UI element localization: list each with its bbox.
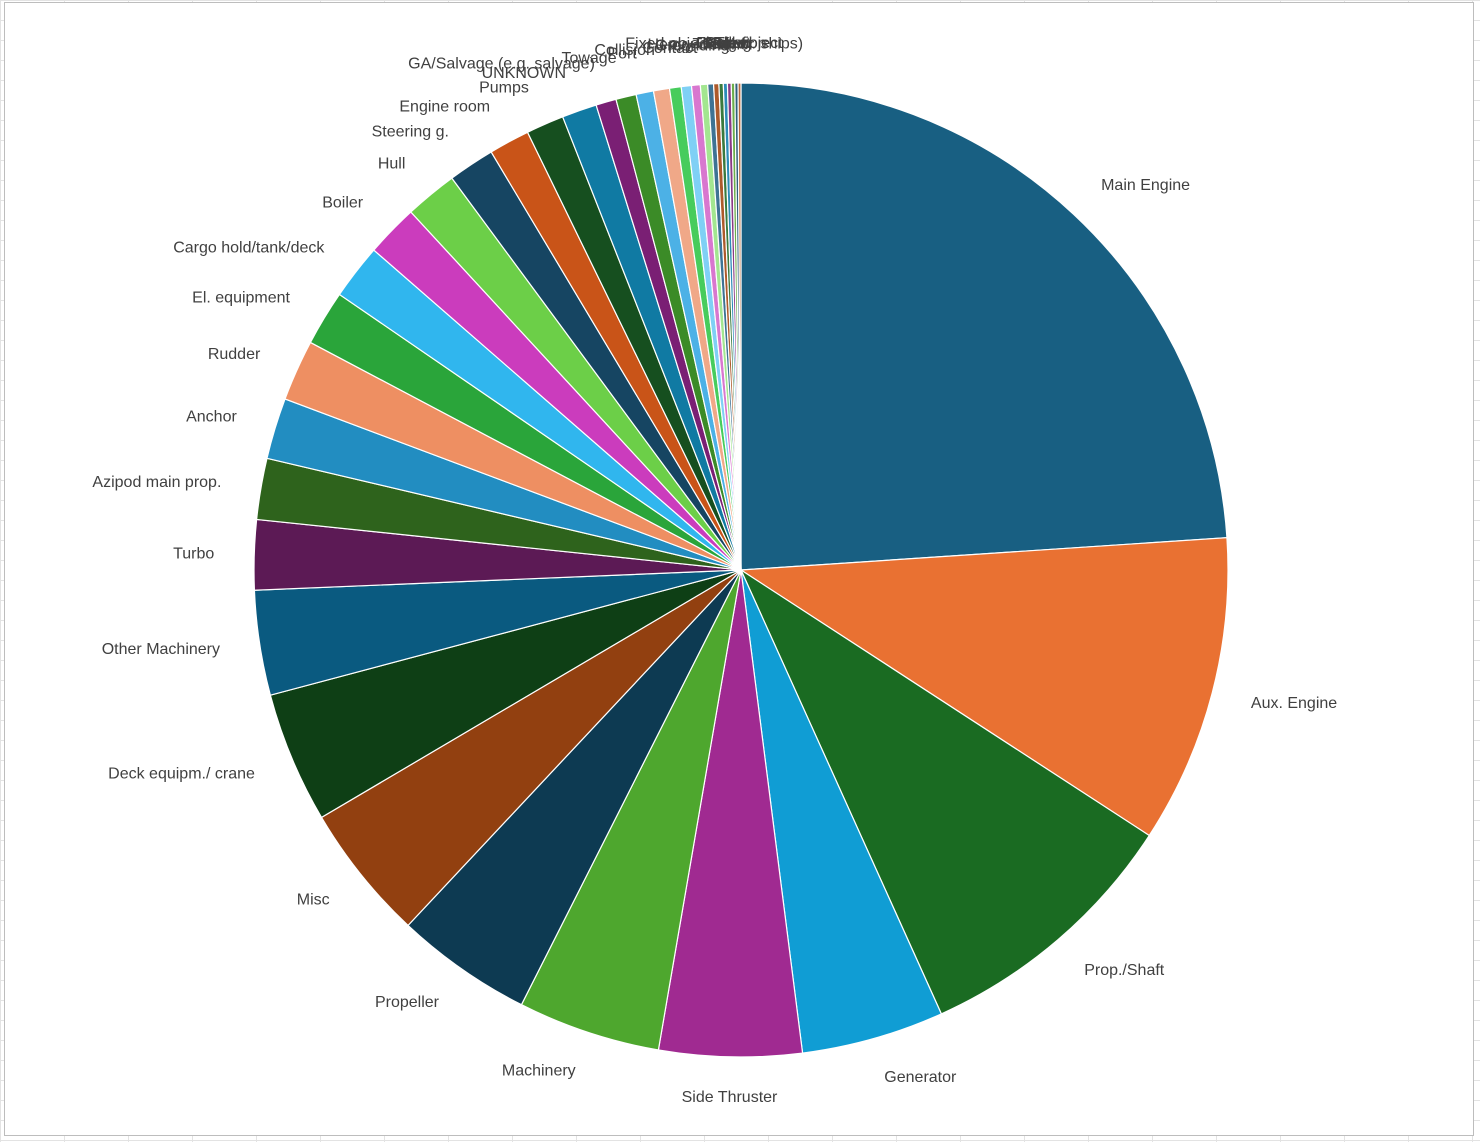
slice-label-37: Fixed object [696, 35, 783, 52]
slice-label-34: Crew [710, 35, 748, 52]
slice-label-36: Pollution [705, 35, 766, 52]
slice-label-25: Collision [594, 42, 654, 59]
slice-label-33: Cargo [702, 35, 746, 52]
slice-label-8: Deck equipm./ crane [108, 766, 255, 783]
slice-label-30: TPP [693, 36, 724, 53]
slice-label-16: Boiler [322, 195, 364, 212]
slice-label-14: El. equipment [192, 289, 290, 306]
slice-label-13: Rudder [208, 346, 261, 363]
slice-label-19: Engine room [399, 99, 490, 116]
chart-area[interactable]: Main Engine Aux. Engine Prop./Shaft Generat… [4, 2, 1474, 1136]
pie-slice-37[interactable] [737, 82, 742, 571]
slice-label-17: Hull [378, 156, 406, 173]
slice-label-22: GA/Salvage (e.g. salvage) [408, 56, 595, 73]
pie-chart[interactable]: Main Engine Aux. Engine Prop./Shaft Generat… [5, 3, 1475, 1137]
slice-label-35: Theft [714, 35, 751, 52]
pie-slice-0[interactable] [740, 82, 1228, 571]
slice-label-26: Contact [642, 40, 698, 57]
slice-label-2: Prop./Shaft [1084, 962, 1165, 979]
slice-label-7: Misc [297, 892, 330, 909]
pie-slice-1[interactable] [739, 537, 1229, 837]
slice-label-31: Fixed objects (e.g. ships) [625, 36, 803, 53]
slice-label-0: Main Engine [1101, 177, 1190, 194]
slice-label-23: Towage [561, 50, 616, 67]
slice-label-32: Oil [710, 35, 730, 52]
slice-label-5: Machinery [502, 1062, 576, 1079]
slice-label-4: Side Thruster [682, 1089, 778, 1106]
slice-label-20: Pumps [479, 80, 529, 97]
slice-label-6: Propeller [375, 994, 440, 1011]
slice-label-12: Anchor [186, 409, 237, 426]
slice-label-15: Cargo hold/tank/deck [173, 239, 325, 256]
slice-label-29: Heavy weather [648, 37, 755, 54]
slice-label-24: Port [607, 45, 637, 62]
slice-label-3: Generator [884, 1069, 957, 1086]
slice-label-21: UNKNOWN [482, 65, 566, 82]
slice-label-1: Aux. Engine [1251, 695, 1337, 712]
slice-label-18: Steering g. [372, 123, 449, 140]
slice-label-28: Grounding [655, 37, 730, 54]
slice-label-27: Fire [668, 38, 696, 55]
pie-slice-2[interactable] [739, 568, 1151, 1015]
slice-label-10: Turbo [173, 546, 214, 563]
slice-label-9: Other Machinery [102, 641, 220, 658]
slice-label-11: Azipod main prop. [92, 474, 221, 491]
